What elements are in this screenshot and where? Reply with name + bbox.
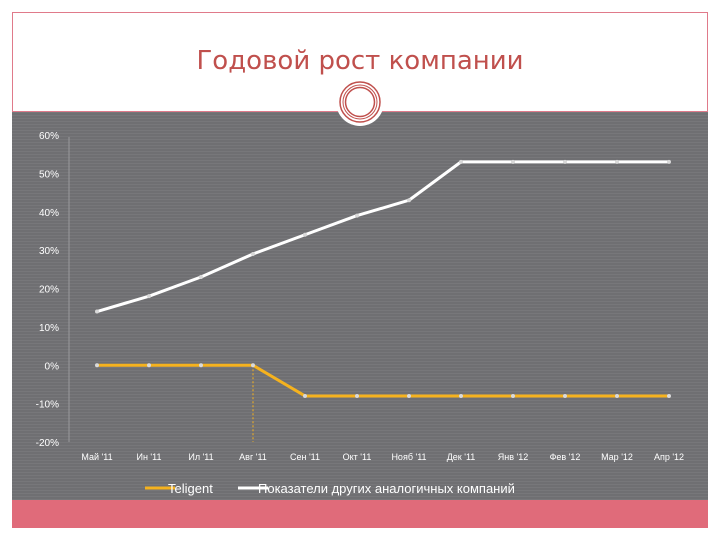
y-tick-label: 40% <box>39 208 59 219</box>
y-tick-label: -10% <box>36 400 59 411</box>
y-tick-label: 20% <box>39 285 59 296</box>
data-point <box>667 393 671 398</box>
slide-title: Годовой рост компании <box>196 46 524 76</box>
series-line-0 <box>97 363 669 398</box>
x-tick-label: Фев '12 <box>550 452 581 462</box>
data-point <box>199 363 203 368</box>
data-point <box>303 232 307 237</box>
data-point <box>251 251 255 256</box>
x-tick-label: Мар '12 <box>601 452 633 462</box>
data-point <box>407 198 411 203</box>
x-tick-label: Ил '11 <box>188 452 213 462</box>
data-point <box>303 393 307 398</box>
data-point <box>459 393 463 398</box>
data-point <box>147 294 151 299</box>
y-tick-label: 50% <box>39 169 59 180</box>
x-tick-label: Ин '11 <box>136 452 161 462</box>
bottom-band <box>12 500 708 528</box>
data-point <box>355 393 359 398</box>
legend-label-others: Показатели других аналогичных компаний <box>258 481 515 496</box>
data-point <box>95 309 99 314</box>
data-point <box>511 159 515 164</box>
legend: Teligent Показатели других аналогичных к… <box>145 481 515 496</box>
data-point <box>667 159 671 164</box>
y-tick-label: 10% <box>39 323 59 334</box>
x-tick-label: Янв '12 <box>498 452 528 462</box>
data-point <box>563 159 567 164</box>
y-tick-label: 30% <box>39 246 59 257</box>
x-tick-label: Дек '11 <box>447 452 476 462</box>
data-point <box>407 393 411 398</box>
x-tick-label: Авг '11 <box>239 452 267 462</box>
x-tick-label: Нояб '11 <box>391 452 426 462</box>
y-tick-label: -20% <box>36 438 59 449</box>
x-tick-label: Апр '12 <box>654 452 684 462</box>
x-tick-label: Сен '11 <box>290 452 320 462</box>
data-point <box>199 274 203 279</box>
x-tick-label: Окт '11 <box>343 452 372 462</box>
line-chart: 60% 50% 40% 30% 20% 10% 0% -10% -20% Май '11 Ин '… <box>36 131 684 496</box>
data-point <box>563 393 567 398</box>
circle-ornament-icon <box>336 78 384 126</box>
data-point <box>459 159 463 164</box>
series-line-1 <box>96 160 669 313</box>
data-point <box>147 363 151 368</box>
legend-label-teligent: Teligent <box>168 481 213 496</box>
data-point <box>95 363 99 368</box>
y-tick-label: 60% <box>39 131 59 142</box>
x-tick-label: Май '11 <box>81 452 112 462</box>
data-point <box>511 393 515 398</box>
data-point <box>615 393 619 398</box>
chart-area: 60% 50% 40% 30% 20% 10% 0% -10% -20% Май '11 Ин '… <box>12 112 708 500</box>
y-tick-label: 0% <box>45 361 60 372</box>
data-point <box>355 213 359 218</box>
data-point <box>615 159 619 164</box>
data-point <box>251 363 255 368</box>
